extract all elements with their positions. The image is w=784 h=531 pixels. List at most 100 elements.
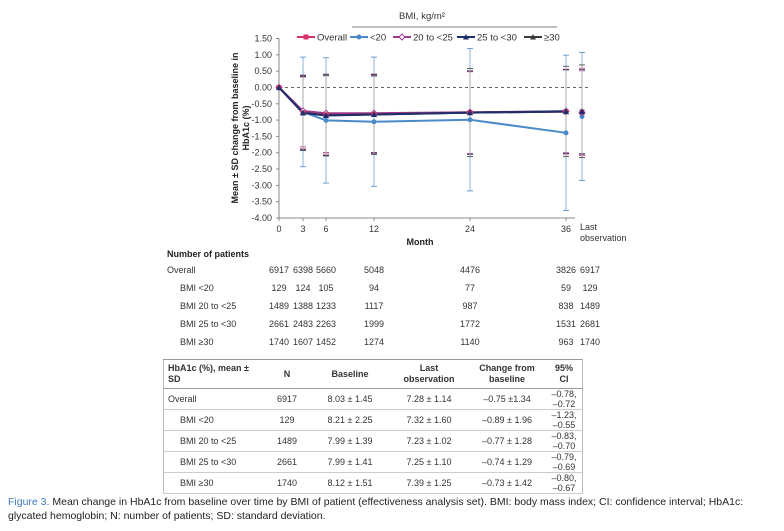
y-tick-label: -3.50 [251, 197, 272, 207]
legend-marker [530, 34, 536, 40]
summary-table: HbA1c (%), mean ± SD N Baseline Last obs… [163, 359, 583, 494]
x-tick-label: 24 [465, 224, 475, 234]
patients-count: 2661 [268, 319, 290, 329]
header-ci: 95% CI [546, 359, 583, 389]
y-tick-label: 0.00 [254, 82, 272, 92]
series-line [278, 86, 567, 115]
table-cell: 7.99 ± 1.41 [310, 451, 390, 473]
table-cell: –0.73 ± 1.42 [468, 472, 546, 494]
legend-marker [303, 34, 309, 40]
figure-label: Figure 3. [8, 496, 50, 508]
series-line [278, 86, 567, 117]
patients-count: 1274 [363, 337, 385, 347]
summary-header-row: HbA1c (%), mean ± SD N Baseline Last obs… [163, 359, 583, 389]
series-line [278, 86, 567, 117]
row-label: BMI 20 to <25 [163, 430, 264, 452]
patients-count: 1489 [268, 301, 290, 311]
series-markers [275, 83, 586, 136]
patients-count: 6917 [579, 265, 601, 275]
legend-marker [356, 34, 362, 40]
legend-label: Overall [317, 33, 347, 44]
patients-count: 5048 [363, 265, 385, 275]
table-cell: 1489 [264, 430, 310, 452]
row-label: BMI <20 [163, 409, 264, 431]
header-baseline: Baseline [310, 359, 390, 389]
x-tick-label: 6 [323, 224, 328, 234]
y-tick-label: -1.50 [251, 131, 272, 141]
y-axis-title: Mean ± SD change from baseline inHbA1c (… [230, 53, 251, 204]
patients-count: 1117 [364, 301, 384, 311]
data-point [579, 114, 585, 120]
figure-caption: Figure 3. Mean change in HbA1c from base… [8, 495, 778, 523]
patients-count: 1531 [555, 319, 577, 329]
legend: BMI, kg/m² Overall <20 20 to <25 25 to <30 ≥3… [297, 11, 560, 44]
patients-count: 1772 [459, 319, 481, 329]
table-cell: 2661 [264, 451, 310, 473]
table-cell: –0.79, –0.69 [546, 451, 583, 473]
legend-marker [398, 33, 406, 41]
patients-count: 1607 [292, 337, 314, 347]
header-n: N [264, 359, 310, 389]
header-hba1c: HbA1c (%), mean ± SD [163, 359, 264, 389]
patients-count: 1388 [292, 301, 314, 311]
patients-count: 987 [462, 301, 478, 311]
table-cell: –0.83, –0.70 [546, 430, 583, 452]
x-tick-label: 3 [300, 224, 305, 234]
patients-row-label: BMI ≥30 [180, 337, 214, 347]
data-point [563, 130, 569, 136]
data-point [467, 117, 473, 123]
header-last-observation: Last observation [390, 359, 468, 389]
table-cell: 7.25 ± 1.10 [390, 451, 468, 473]
data-point [323, 117, 329, 123]
patients-count: 1999 [363, 319, 385, 329]
patients-count: 129 [271, 283, 287, 293]
patients-row-label: BMI 20 to <25 [180, 301, 237, 311]
row-label: BMI 25 to <30 [163, 451, 264, 473]
table-cell: 8.21 ± 2.25 [310, 409, 390, 431]
legend-label: <20 [370, 33, 386, 44]
table-cell: –0.78, –0.72 [546, 388, 583, 410]
patients-count: 1489 [579, 301, 601, 311]
series-lines [278, 86, 567, 134]
y-tick-label: -3.00 [251, 180, 272, 190]
patients-count: 6917 [268, 265, 290, 275]
legend-label: ≥30 [544, 33, 560, 44]
patients-count: 6398 [292, 265, 314, 275]
y-tick-label: 0.50 [254, 66, 272, 76]
table-cell: –0.89 ± 1.96 [468, 409, 546, 431]
x-tick-label: 12 [369, 224, 379, 234]
patients-row-label: BMI 25 to <30 [180, 319, 237, 329]
patients-count: 105 [318, 283, 334, 293]
patients-count: 4476 [459, 265, 481, 275]
patients-count: 2483 [292, 319, 314, 329]
patients-count: 1452 [315, 337, 337, 347]
patients-count: 1740 [579, 337, 601, 347]
table-cell: 7.32 ± 1.60 [390, 409, 468, 431]
patients-count: 124 [295, 283, 311, 293]
caption-text: Mean change in HbA1c from baseline over … [8, 496, 744, 522]
data-point [300, 109, 306, 116]
y-tick-label: -4.00 [251, 213, 272, 223]
patients-count: 838 [558, 301, 574, 311]
patients-count: 2681 [579, 319, 601, 329]
series-line [278, 86, 567, 134]
table-cell: 8.03 ± 1.45 [310, 388, 390, 410]
legend-label: 20 to <25 [413, 33, 453, 44]
table-row: BMI 25 to <30 2661 7.99 ± 1.41 7.25 ± 1.10–… [163, 451, 583, 473]
data-point [467, 109, 473, 116]
data-point [563, 108, 569, 115]
patients-count: 94 [368, 283, 379, 293]
y-tick-label: 1.50 [254, 34, 272, 44]
patients-count: 3826 [555, 265, 577, 275]
patients-count: 129 [582, 283, 598, 293]
y-tick-label: -2.50 [251, 164, 272, 174]
legend-label: 25 to <30 [477, 33, 517, 44]
table-cell: –0.74 ± 1.29 [468, 451, 546, 473]
patients-count: 77 [464, 283, 475, 293]
table-cell: 7.99 ± 1.39 [310, 430, 390, 452]
table-cell: 8.12 ± 1.51 [310, 472, 390, 494]
table-row: BMI ≥30 1740 8.12 ± 1.51 7.39 ± 1.25 –0.73 ±… [163, 472, 583, 494]
x-tick-label-last: Last observation [580, 222, 627, 243]
data-point [323, 112, 329, 119]
patients-title: Number of patients [167, 249, 250, 259]
